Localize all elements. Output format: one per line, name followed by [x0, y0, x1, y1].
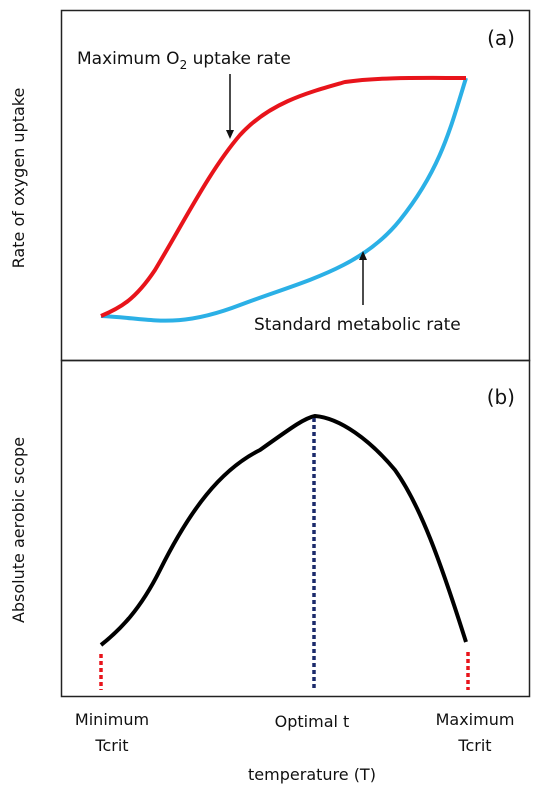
max-o2-uptake-curve [100, 75, 467, 318]
max-tcrit-label-line2: Tcrit [457, 736, 491, 755]
panel-b-label: (b) [487, 385, 515, 409]
x-axis-title: temperature (T) [248, 765, 376, 784]
aerobic-scope-curve [99, 414, 468, 647]
max-tcrit-label-line1: Maximum [436, 710, 515, 729]
panel-b-frame [60, 359, 531, 698]
min-tcrit-label-line1: Minimum [75, 710, 149, 729]
standard-metabolic-rate-curve [100, 77, 468, 323]
arrow-to-smr-curve [359, 251, 367, 305]
max-o2-uptake-annotation: Maximum O2 uptake rate [77, 49, 291, 72]
panel-a-label: (a) [487, 26, 515, 50]
smr-annotation: Standard metabolic rate [254, 315, 461, 335]
arrow-to-max-curve [226, 74, 234, 139]
panel-a-ylabel: Rate of oxygen uptake [9, 88, 28, 269]
optimal-t-label: Optimal t [275, 712, 350, 731]
panel-b-ylabel: Absolute aerobic scope [9, 437, 28, 623]
min-tcrit-label-line2: Tcrit [94, 736, 128, 755]
